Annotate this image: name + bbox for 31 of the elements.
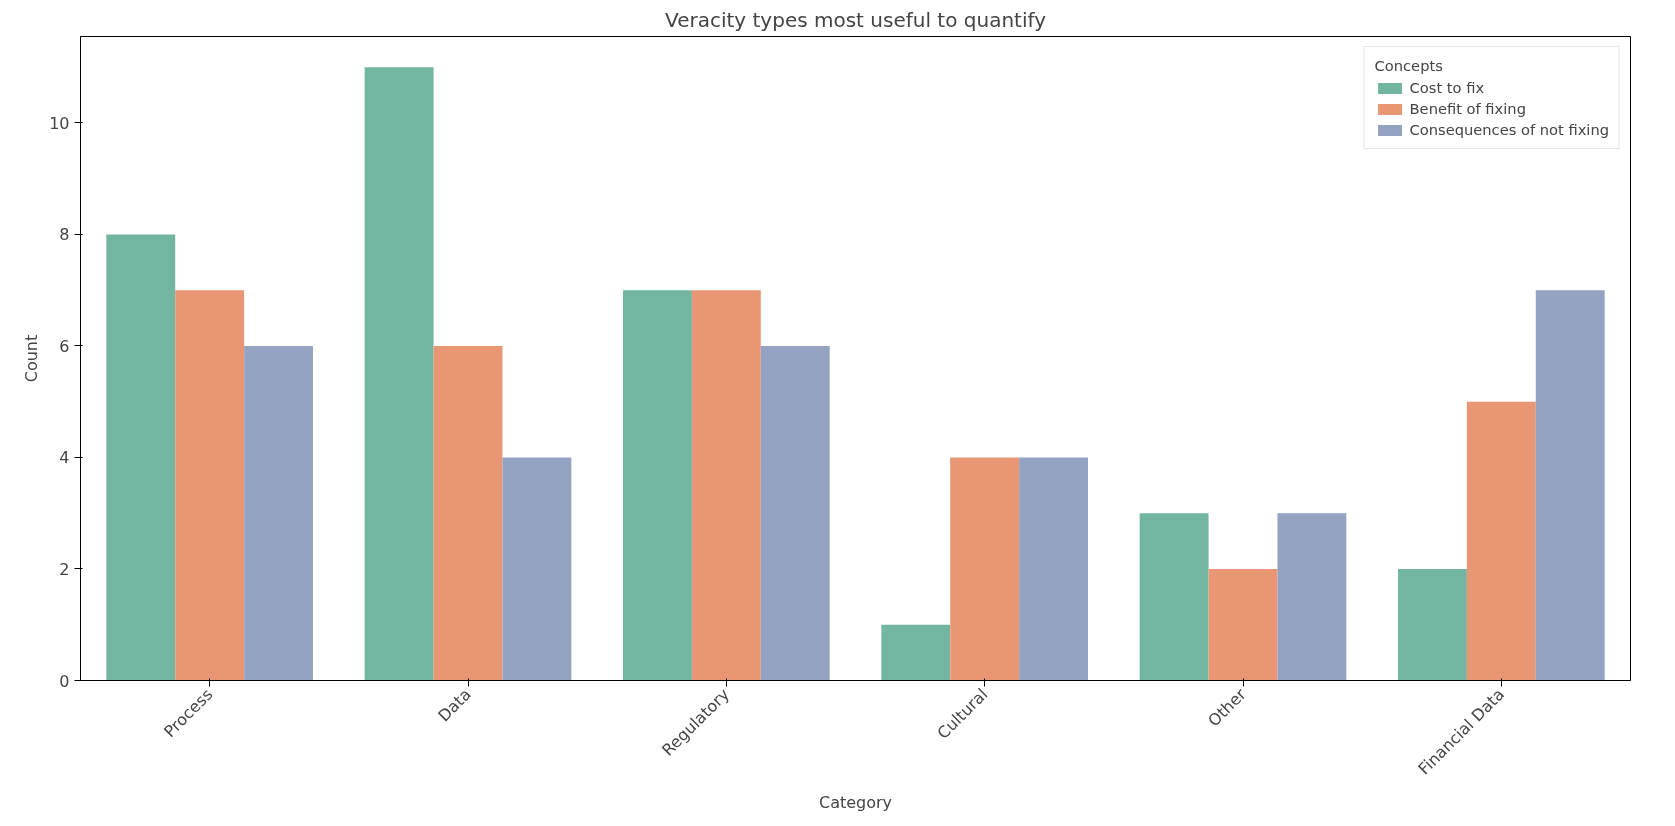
legend-label: Benefit of fixing <box>1409 100 1526 117</box>
y-axis-title: Count <box>22 334 42 383</box>
chart-title: Veracity types most useful to quantify <box>665 7 1047 32</box>
legend-label: Cost to fix <box>1409 79 1485 96</box>
bar <box>950 457 1020 681</box>
bar <box>1139 513 1209 681</box>
x-axis-title: Category <box>818 793 893 813</box>
bar <box>881 624 951 681</box>
bar <box>1398 568 1467 681</box>
bar <box>106 234 176 681</box>
y-tick-label: 6 <box>59 336 70 356</box>
bar <box>1466 401 1536 681</box>
bar <box>244 345 313 681</box>
bar <box>1535 290 1605 681</box>
bar <box>433 345 503 681</box>
bar <box>760 345 830 681</box>
bar <box>1019 457 1088 681</box>
y-tick-label: 2 <box>59 559 70 579</box>
bar <box>691 290 761 681</box>
legend-title: Concepts <box>1374 57 1444 74</box>
bar <box>623 290 692 681</box>
y-tick-label: 10 <box>49 113 70 133</box>
y-tick-label: 4 <box>59 448 70 468</box>
y-tick-label: 8 <box>59 225 70 245</box>
y-tick-label: 0 <box>59 671 70 691</box>
bar <box>1277 513 1347 681</box>
bar <box>364 67 434 681</box>
legend-label: Consequences of not fixing <box>1409 121 1609 138</box>
bar <box>175 290 245 681</box>
bar <box>502 457 572 681</box>
bar <box>1208 568 1278 681</box>
